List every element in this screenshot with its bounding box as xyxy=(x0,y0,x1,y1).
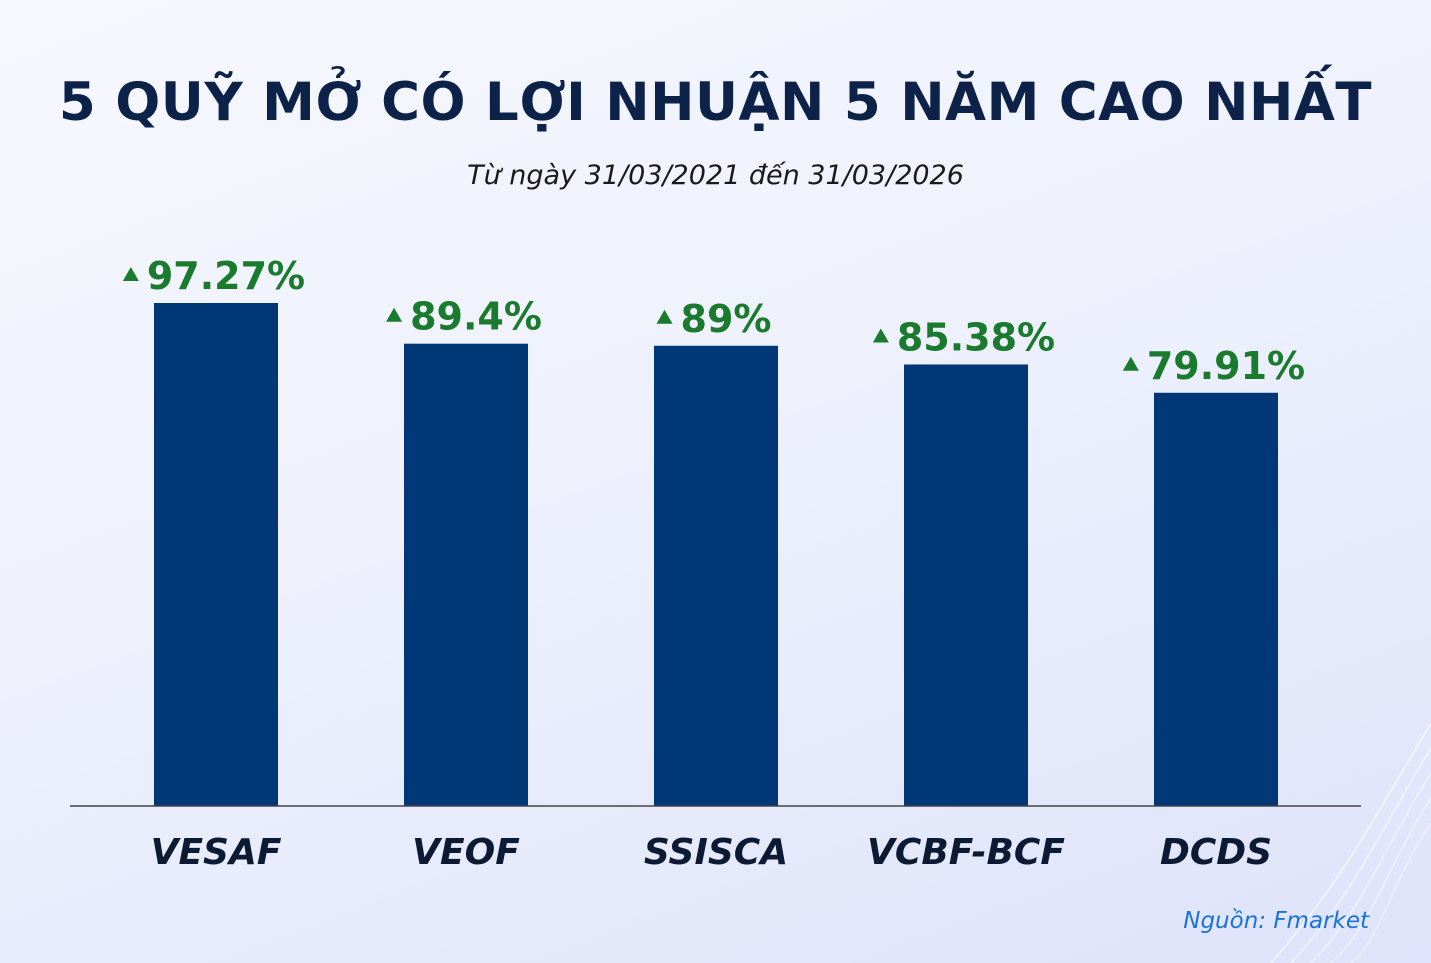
bar xyxy=(154,303,278,806)
category-label: VCBF-BCF xyxy=(867,832,1065,873)
source-note: Nguồn: Fmarket xyxy=(1183,908,1369,934)
up-triangle-icon xyxy=(872,328,889,343)
decorative-wave-lines xyxy=(1270,722,1431,963)
category-label: VESAF xyxy=(151,832,282,873)
category-label: VEOF xyxy=(412,832,520,873)
up-triangle-icon xyxy=(656,309,673,324)
chart-title: 5 QUỸ MỞ CÓ LỢI NHUẬN 5 NĂM CAO NHẤT xyxy=(58,72,1373,133)
bar xyxy=(404,343,528,806)
chart-subtitle: Từ ngày 31/03/2021 đến 31/03/2026 xyxy=(467,160,964,191)
bar-value-label: 89.4% xyxy=(410,295,542,339)
up-triangle-icon xyxy=(1122,356,1139,371)
bar-value-label: 79.91% xyxy=(1147,344,1305,388)
bar xyxy=(904,364,1028,806)
bar xyxy=(1154,392,1278,806)
up-triangle-icon xyxy=(122,267,139,281)
bar-value-label: 97.27% xyxy=(147,254,305,298)
up-triangle-icon xyxy=(386,307,403,322)
bar-value-label: 85.38% xyxy=(897,315,1055,359)
bar-value-label: 89% xyxy=(681,297,772,341)
bar xyxy=(654,345,778,806)
category-label: SSISCA xyxy=(644,832,788,873)
category-label: DCDS xyxy=(1160,832,1272,873)
